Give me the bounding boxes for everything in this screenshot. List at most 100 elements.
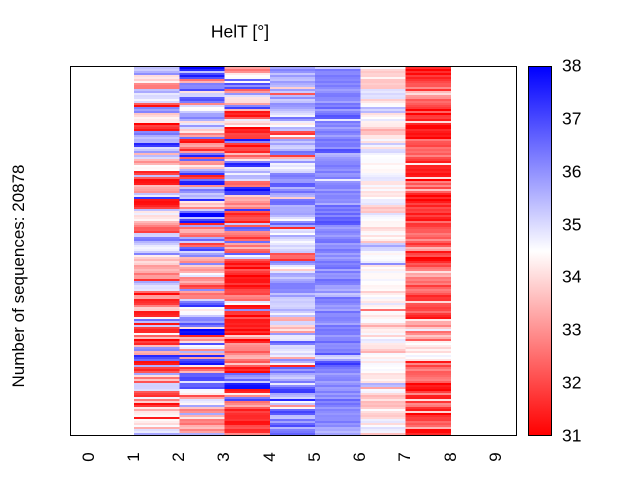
heatmap-cell — [224, 425, 271, 428]
heatmap-cell — [134, 403, 180, 406]
heatmap-cell — [315, 283, 361, 286]
heatmap-cell — [134, 213, 180, 216]
heatmap-cell — [179, 431, 225, 434]
heatmap-cell — [315, 403, 361, 406]
heatmap-cell — [269, 161, 316, 164]
heatmap-cell — [315, 343, 361, 346]
heatmap-cell — [224, 249, 271, 252]
heatmap-cell — [315, 207, 361, 210]
heatmap-cell — [179, 219, 225, 222]
heatmap-cell — [315, 111, 361, 114]
heatmap-cell — [179, 81, 225, 84]
heatmap-cell — [134, 157, 180, 160]
heatmap-cell — [269, 141, 316, 144]
heatmap-cell — [405, 323, 451, 326]
y-axis-label: Number of sequences: 20878 — [9, 164, 28, 388]
heatmap-cell — [134, 307, 180, 310]
heatmap-cell — [405, 179, 451, 182]
heatmap-cell — [179, 161, 225, 164]
heatmap-cell — [360, 199, 407, 202]
heatmap-cell — [315, 337, 361, 340]
heatmap-cell — [405, 73, 451, 76]
heatmap-cell — [360, 329, 407, 332]
heatmap-cell — [179, 361, 225, 364]
heatmap-cell — [134, 381, 180, 384]
heatmap-cell — [405, 237, 451, 240]
heatmap-cell — [224, 375, 271, 378]
heatmap-cell — [224, 95, 271, 98]
heatmap-cell — [134, 371, 180, 374]
heatmap-cell — [315, 293, 361, 296]
heatmap-cell — [134, 143, 180, 146]
heatmap-cell — [224, 311, 271, 314]
heatmap-cell — [179, 313, 225, 316]
heatmap-cell — [269, 285, 316, 288]
heatmap-cell — [224, 181, 271, 184]
heatmap-cell — [224, 351, 271, 354]
heatmap-cell — [269, 73, 316, 76]
heatmap-cell — [224, 261, 271, 264]
colorbar-tick-label-37: 37 — [562, 108, 582, 129]
heatmap-cell — [315, 405, 361, 408]
heatmap-cell — [360, 107, 407, 110]
heatmap-cell — [360, 161, 407, 164]
heatmap-cell — [224, 263, 271, 266]
heatmap-cell — [134, 347, 180, 350]
heatmap-cell — [224, 285, 271, 288]
heatmap-cell — [134, 395, 180, 398]
heatmap-cell — [405, 215, 451, 218]
heatmap-cell — [224, 363, 271, 366]
heatmap-cell — [315, 243, 361, 246]
heatmap-cell — [134, 91, 180, 94]
heatmap-cell — [134, 247, 180, 250]
heatmap-cell — [269, 343, 316, 346]
heatmap-cell — [224, 405, 271, 408]
heatmap-cell — [179, 365, 225, 368]
heatmap-cell — [179, 193, 225, 196]
heatmap-cell — [405, 413, 451, 416]
heatmap-cell — [179, 325, 225, 328]
heatmap-cell — [405, 95, 451, 98]
heatmap-cell — [405, 241, 451, 244]
heatmap-cell — [360, 385, 407, 388]
heatmap-cell — [315, 129, 361, 132]
heatmap-cell — [405, 429, 451, 432]
heatmap-cell — [269, 117, 316, 120]
heatmap-cell — [134, 139, 180, 142]
heatmap-cell — [405, 297, 451, 300]
heatmap-cell — [405, 311, 451, 314]
heatmap-cell — [315, 247, 361, 250]
heatmap-cell — [134, 235, 180, 238]
heatmap-cell — [224, 411, 271, 414]
heatmap-cell — [405, 251, 451, 254]
heatmap-cell — [224, 281, 271, 284]
heatmap-cell — [179, 393, 225, 396]
heatmap-cell — [179, 129, 225, 132]
heatmap-cell — [360, 143, 407, 146]
heatmap-cell — [269, 171, 316, 174]
heatmap-cell — [315, 203, 361, 206]
heatmap-cell — [179, 89, 225, 92]
heatmap-cell — [134, 141, 180, 144]
heatmap-cell — [315, 323, 361, 326]
heatmap-cell — [360, 349, 407, 352]
heatmap-cell — [179, 227, 225, 230]
heatmap-cell — [134, 267, 180, 270]
heatmap-cell — [315, 413, 361, 416]
heatmap-cell — [269, 77, 316, 80]
heatmap-cell — [224, 307, 271, 310]
heatmap-cell — [179, 85, 225, 88]
heatmap-cell — [179, 277, 225, 280]
heatmap-cell — [224, 111, 271, 114]
heatmap-cell — [179, 223, 225, 226]
heatmap-cell — [134, 189, 180, 192]
heatmap-cell — [134, 269, 180, 272]
heatmap-cell — [360, 363, 407, 366]
heatmap-cell — [405, 83, 451, 86]
heatmap-cell — [405, 149, 451, 152]
heatmap-cell — [405, 247, 451, 250]
heatmap-cell — [134, 197, 180, 200]
heatmap-cell — [224, 309, 271, 312]
heatmap-cell — [134, 101, 180, 104]
heatmap-cell — [134, 281, 180, 284]
